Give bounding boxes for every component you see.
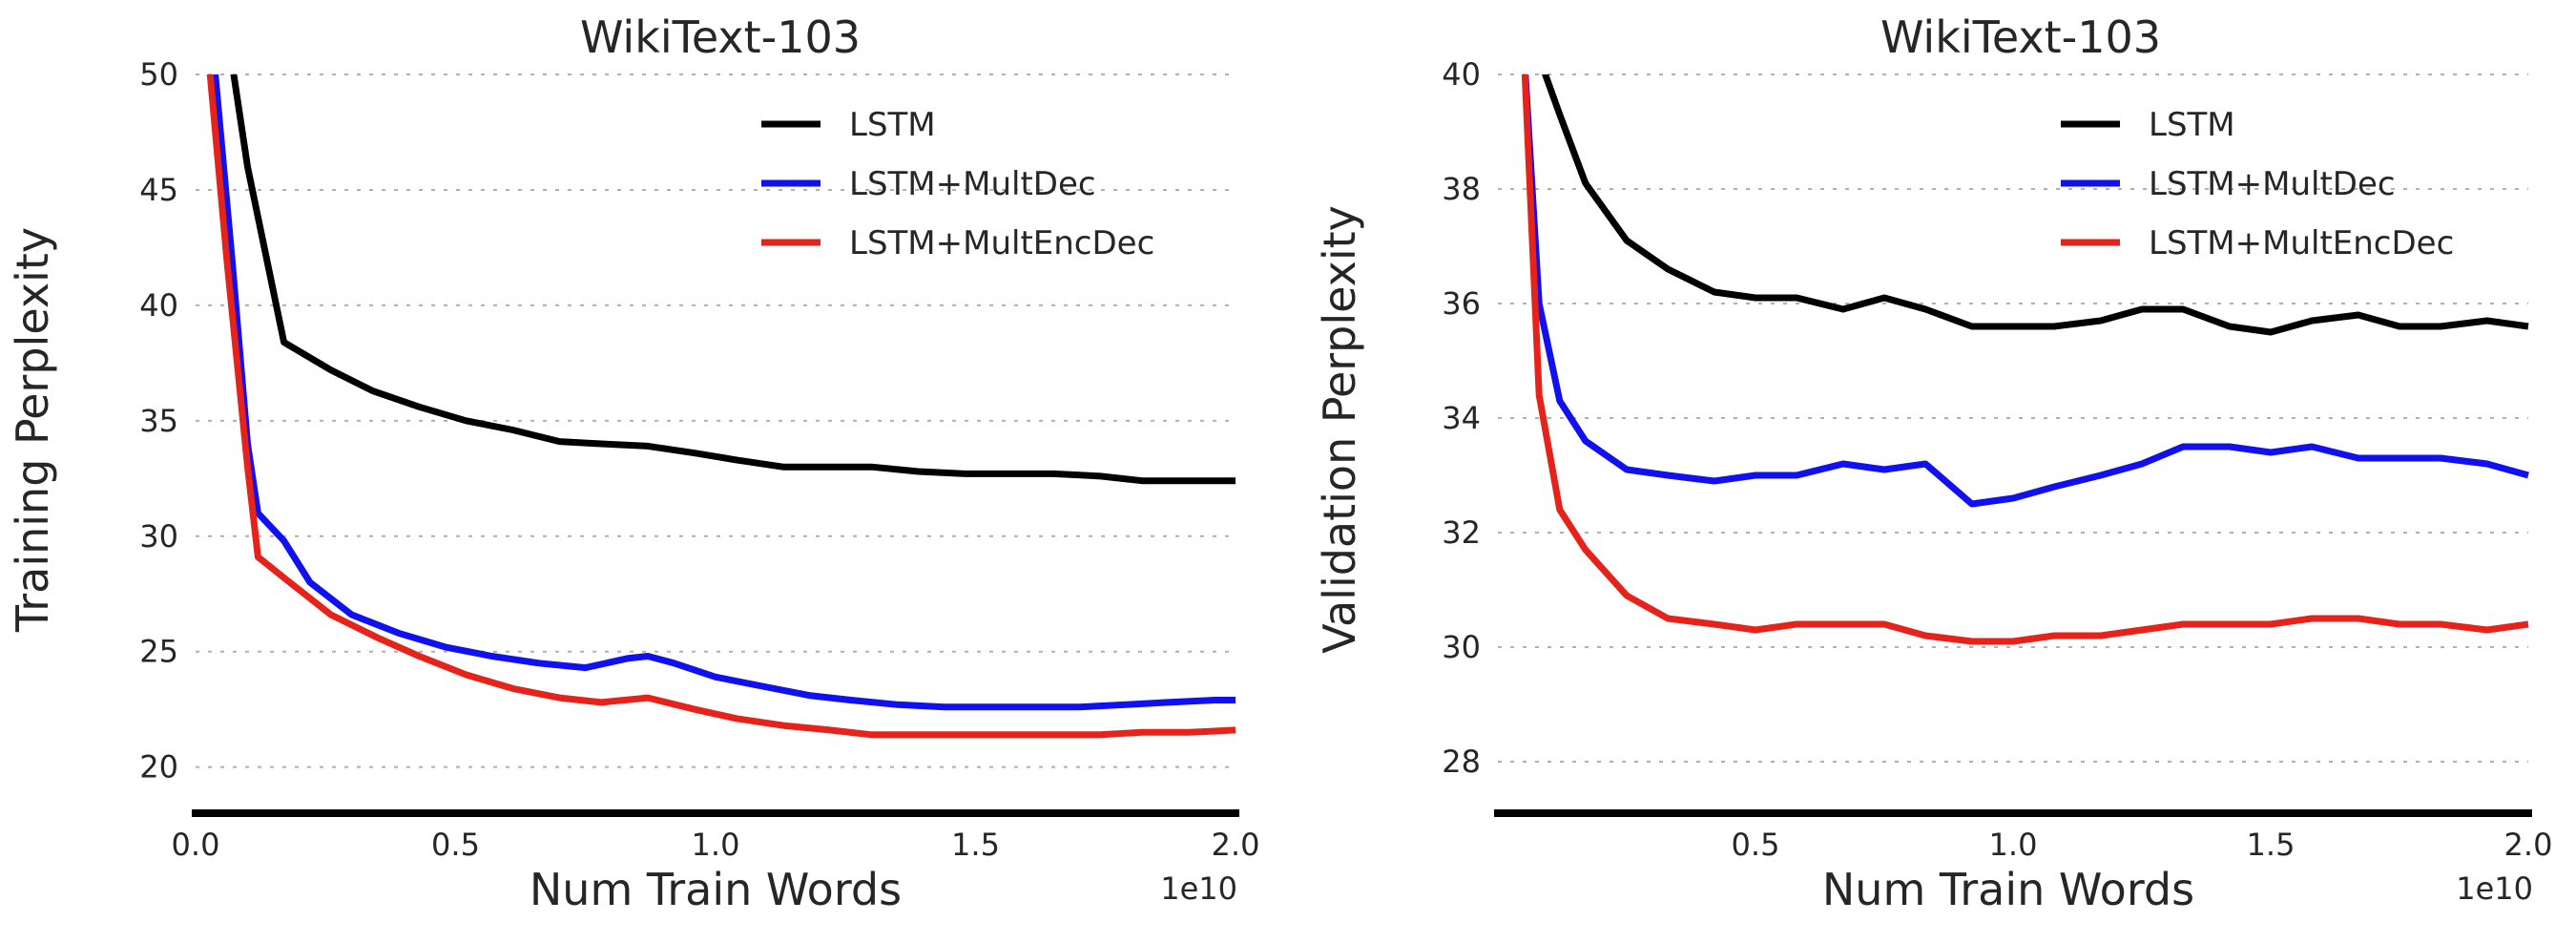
legend-label: LSTM+MultDec — [849, 165, 1096, 203]
y-tick-label: 20 — [139, 749, 178, 786]
x-tick-label: 1.5 — [2247, 827, 2296, 863]
series-group — [1521, 74, 2529, 645]
y-tick-label: 28 — [1442, 744, 1481, 780]
legend-label: LSTM+MultEncDec — [849, 224, 1154, 262]
y-tick-label: 40 — [139, 287, 178, 324]
training-perplexity-chart: 20 25 30 35 40 45 50 0.0 0.5 1.0 1.5 2.0 1e10 WikiTex… — [7, 11, 1259, 915]
x-tick-label: 0.0 — [172, 827, 220, 863]
y-tick-label: 45 — [139, 172, 178, 208]
series-line-lstm-multdec — [212, 74, 1236, 711]
x-offset-label: 1e10 — [1160, 870, 1237, 907]
y-tick-label: 25 — [139, 634, 178, 670]
y-tick-label: 30 — [1442, 629, 1481, 665]
chart-title: WikiText-103 — [580, 11, 861, 63]
y-tick-label: 50 — [139, 56, 178, 93]
legend-label: LSTM — [2149, 106, 2235, 144]
legend-label: LSTM — [849, 106, 936, 144]
y-tick-label: 38 — [1442, 171, 1481, 207]
legend: LSTM LSTM+MultDec LSTM+MultEncDec — [2061, 106, 2454, 262]
y-axis-label: Validation Perplexity — [1314, 205, 1365, 654]
y-tick-label: 35 — [139, 403, 178, 439]
series-line-lstm — [1541, 74, 2529, 336]
validation-perplexity-chart: 28 30 32 34 36 38 40 0.5 1.0 1.5 2.0 1e10 WikiText-1… — [1314, 11, 2552, 915]
x-tick-label: 1.5 — [951, 827, 1000, 863]
y-tick-label: 34 — [1442, 400, 1481, 436]
x-tick-label: 1.0 — [1989, 827, 2038, 863]
x-tick-label: 2.0 — [1212, 827, 1260, 863]
x-tick-label: 1.0 — [692, 827, 740, 863]
x-tick-label: 0.5 — [1732, 827, 1780, 863]
series-line-lstm-multdec — [1522, 74, 2529, 508]
x-axis-label: Num Train Words — [1822, 864, 2194, 915]
y-axis-label: Training Perplexity — [7, 227, 58, 633]
x-axis-label: Num Train Words — [530, 864, 902, 915]
y-tick-label: 32 — [1442, 514, 1481, 551]
legend-label: LSTM+MultEncDec — [2149, 224, 2454, 262]
legend-label: LSTM+MultDec — [2149, 165, 2396, 203]
x-tick-label: 2.0 — [2504, 827, 2553, 863]
y-tick-label: 30 — [139, 518, 178, 555]
y-tick-label: 36 — [1442, 285, 1481, 322]
series-line-lstm-multencdec — [1521, 74, 2529, 645]
series-group — [206, 74, 1236, 739]
series-line-lstm — [230, 74, 1236, 485]
chart-title: WikiText-103 — [1880, 11, 2161, 63]
x-offset-label: 1e10 — [2456, 870, 2533, 907]
legend: LSTM LSTM+MultDec LSTM+MultEncDec — [761, 106, 1154, 262]
y-tick-label: 40 — [1442, 56, 1481, 93]
x-tick-label: 0.5 — [431, 827, 480, 863]
series-line-lstm-multencdec — [206, 74, 1236, 739]
